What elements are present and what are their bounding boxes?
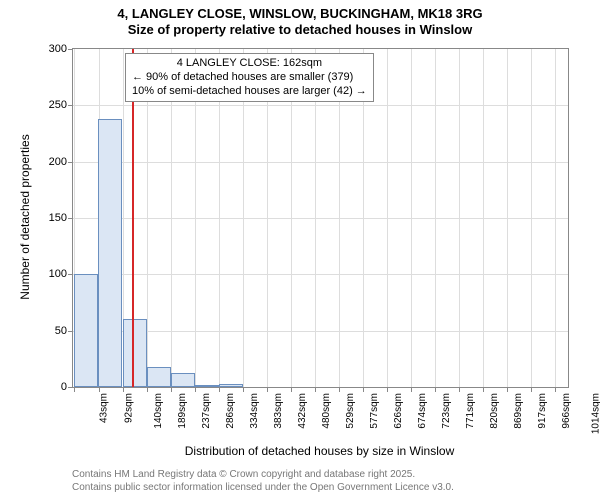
x-tick-mark (123, 387, 124, 392)
y-tick-mark (68, 162, 73, 163)
histogram-bar (74, 274, 98, 387)
annotation-line1: 4 LANGLEY CLOSE: 162sqm (132, 57, 367, 71)
x-tick-label: 140sqm (153, 393, 164, 429)
annotation-line2: ← 90% of detached houses are smaller (37… (132, 71, 367, 85)
x-tick-label: 869sqm (513, 393, 524, 429)
y-tick-label: 250 (49, 99, 67, 111)
x-tick-label: 237sqm (201, 393, 212, 429)
x-tick-label: 334sqm (249, 393, 260, 429)
x-tick-mark (435, 387, 436, 392)
y-tick-label: 0 (61, 381, 67, 393)
x-tick-label: 771sqm (465, 393, 476, 429)
footer-line1: Contains HM Land Registry data © Crown c… (72, 469, 454, 482)
x-tick-mark (147, 387, 148, 392)
x-tick-label: 383sqm (273, 393, 284, 429)
x-tick-mark (339, 387, 340, 392)
x-tick-mark (507, 387, 508, 392)
grid-line-v (435, 49, 436, 387)
x-tick-mark (363, 387, 364, 392)
x-tick-label: 529sqm (345, 393, 356, 429)
x-tick-label: 674sqm (417, 393, 428, 429)
y-tick-mark (68, 274, 73, 275)
y-tick-label: 150 (49, 212, 67, 224)
x-tick-label: 189sqm (177, 393, 188, 429)
y-tick-label: 50 (55, 325, 67, 337)
x-tick-mark (171, 387, 172, 392)
histogram-bar (147, 367, 171, 387)
x-tick-label: 480sqm (321, 393, 332, 429)
x-tick-label: 1014sqm (591, 393, 600, 434)
grid-line-v (387, 49, 388, 387)
grid-line-v (411, 49, 412, 387)
y-tick-mark (68, 218, 73, 219)
y-tick-mark (68, 105, 73, 106)
grid-line-v (459, 49, 460, 387)
title-line1: 4, LANGLEY CLOSE, WINSLOW, BUCKINGHAM, M… (0, 6, 600, 22)
histogram-bar (123, 319, 147, 387)
x-tick-label: 723sqm (441, 393, 452, 429)
x-tick-label: 92sqm (123, 393, 134, 423)
title-line2: Size of property relative to detached ho… (0, 22, 600, 38)
x-tick-mark (267, 387, 268, 392)
plot-area: 05010015020025030043sqm92sqm140sqm189sqm… (72, 48, 569, 388)
histogram-bar (171, 373, 195, 387)
footer-line2: Contains public sector information licen… (72, 482, 454, 495)
grid-line-v (531, 49, 532, 387)
x-axis-label: Distribution of detached houses by size … (72, 444, 567, 458)
y-tick-label: 200 (49, 156, 67, 168)
chart-container: 4, LANGLEY CLOSE, WINSLOW, BUCKINGHAM, M… (0, 0, 600, 500)
y-tick-mark (68, 331, 73, 332)
histogram-bar (98, 119, 122, 387)
y-axis-label: Number of detached properties (18, 48, 32, 386)
chart-footer: Contains HM Land Registry data © Crown c… (72, 469, 454, 494)
x-tick-mark (315, 387, 316, 392)
grid-line-v (555, 49, 556, 387)
x-tick-mark (291, 387, 292, 392)
x-tick-mark (387, 387, 388, 392)
y-tick-mark (68, 49, 73, 50)
y-tick-label: 100 (49, 268, 67, 280)
y-tick-mark (68, 387, 73, 388)
x-tick-label: 966sqm (561, 393, 572, 429)
x-tick-mark (219, 387, 220, 392)
x-tick-mark (459, 387, 460, 392)
x-tick-mark (243, 387, 244, 392)
x-tick-mark (74, 387, 75, 392)
x-tick-mark (99, 387, 100, 392)
grid-line-v (507, 49, 508, 387)
histogram-bar (219, 384, 243, 387)
x-tick-mark (531, 387, 532, 392)
x-tick-label: 43sqm (99, 393, 110, 423)
x-tick-label: 286sqm (225, 393, 236, 429)
x-tick-mark (483, 387, 484, 392)
x-tick-label: 820sqm (489, 393, 500, 429)
grid-line-v (483, 49, 484, 387)
x-tick-label: 432sqm (297, 393, 308, 429)
x-tick-label: 626sqm (393, 393, 404, 429)
x-tick-mark (555, 387, 556, 392)
x-tick-label: 577sqm (369, 393, 380, 429)
annotation-box: 4 LANGLEY CLOSE: 162sqm← 90% of detached… (125, 53, 374, 102)
x-tick-label: 917sqm (537, 393, 548, 429)
annotation-line3: 10% of semi-detached houses are larger (… (132, 85, 367, 99)
histogram-bar (195, 385, 219, 387)
y-tick-label: 300 (49, 43, 67, 55)
chart-title: 4, LANGLEY CLOSE, WINSLOW, BUCKINGHAM, M… (0, 0, 600, 39)
x-tick-mark (195, 387, 196, 392)
x-tick-mark (411, 387, 412, 392)
